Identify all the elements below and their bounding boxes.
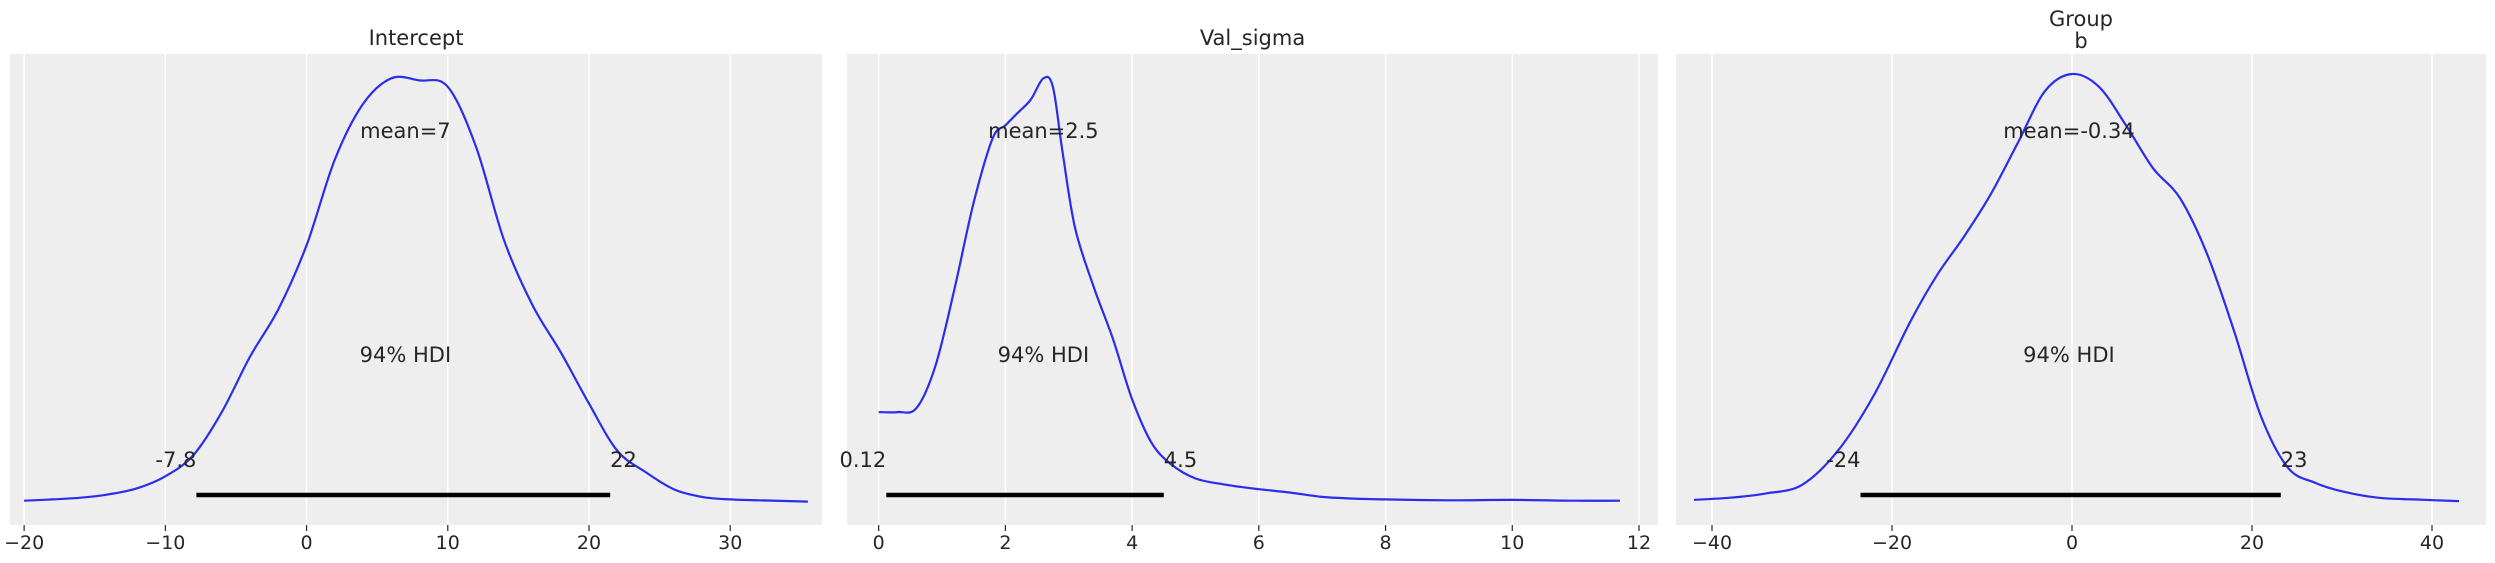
- panel-1: Intercept −20 −10 0 10 20 30 -7.8 22 mean=7 94% HD…: [4, 26, 822, 554]
- x-tick-label: 30: [718, 532, 742, 554]
- x-tick-label: 10: [436, 532, 460, 554]
- x-tick-label: 20: [2240, 532, 2264, 554]
- x-tick-label: 40: [2420, 532, 2444, 554]
- panel-title: b: [2074, 29, 2087, 53]
- x-tick-label: 0: [2066, 532, 2078, 554]
- x-tick-label: −20: [1872, 532, 1912, 554]
- panel-title: Val_sigma: [1200, 26, 1305, 51]
- hdi-label: 94% HDI: [998, 343, 1090, 367]
- x-tick-label: 20: [577, 532, 601, 554]
- x-tick-label: 6: [1253, 532, 1265, 554]
- kde-curve: [24, 75, 808, 503]
- plot-area: [1676, 54, 2486, 525]
- hdi-upper-label: 4.5: [1164, 448, 1197, 472]
- x-tick-label: 8: [1380, 532, 1392, 554]
- hdi-upper-label: 23: [2281, 448, 2308, 472]
- x-tick-label: −20: [4, 532, 44, 554]
- hdi-lower-label: 0.12: [840, 448, 887, 472]
- plot-area: [10, 54, 822, 525]
- kde-curve: [878, 75, 1621, 502]
- hdi-label: 94% HDI: [2023, 343, 2115, 367]
- mean-label: mean=-0.34: [2003, 119, 2135, 143]
- panel-2: Val_sigma 0 2 4 6 8 10 12 0.12 4.5 mean=2.5 94% HDI: [840, 26, 1658, 554]
- x-tick-label: 0: [873, 532, 885, 554]
- x-tick-label: −10: [145, 532, 185, 554]
- x-tick-label: 0: [301, 532, 313, 554]
- mean-label: mean=7: [360, 119, 451, 143]
- hdi-lower-label: -7.8: [155, 448, 196, 472]
- x-tick-label: 4: [1126, 532, 1138, 554]
- x-tick-label: −40: [1692, 532, 1732, 554]
- panel-title: Group: [2049, 7, 2113, 31]
- hdi-label: 94% HDI: [360, 343, 452, 367]
- x-tick-label: 12: [1627, 532, 1651, 554]
- mean-label: mean=2.5: [988, 119, 1099, 143]
- plot-area: [847, 54, 1658, 525]
- x-tick-label: 10: [1500, 532, 1524, 554]
- hdi-lower-label: -24: [1826, 448, 1860, 472]
- kde-curve: [1693, 72, 2460, 503]
- panel-title: Intercept: [369, 26, 464, 50]
- x-tick-label: 2: [999, 532, 1011, 554]
- hdi-upper-label: 22: [610, 448, 637, 472]
